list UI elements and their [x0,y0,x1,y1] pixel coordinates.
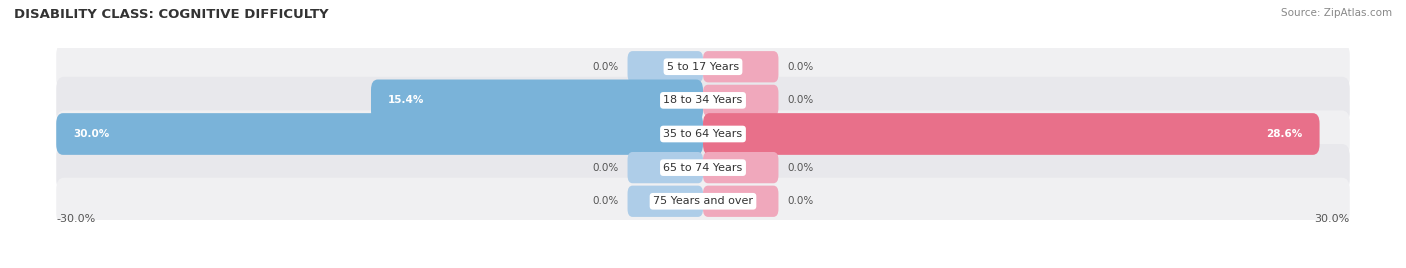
FancyBboxPatch shape [56,77,1350,124]
FancyBboxPatch shape [56,178,1350,225]
Text: DISABILITY CLASS: COGNITIVE DIFFICULTY: DISABILITY CLASS: COGNITIVE DIFFICULTY [14,8,329,21]
Text: 0.0%: 0.0% [593,62,619,72]
Text: 65 to 74 Years: 65 to 74 Years [664,163,742,173]
Text: 30.0%: 30.0% [1315,214,1350,224]
FancyBboxPatch shape [56,43,1350,90]
Text: 30.0%: 30.0% [73,129,110,139]
Text: 28.6%: 28.6% [1265,129,1302,139]
Text: -30.0%: -30.0% [56,214,96,224]
Text: 0.0%: 0.0% [787,196,813,206]
FancyBboxPatch shape [56,144,1350,191]
FancyBboxPatch shape [627,186,703,217]
Text: 0.0%: 0.0% [593,196,619,206]
FancyBboxPatch shape [703,152,779,183]
FancyBboxPatch shape [627,152,703,183]
FancyBboxPatch shape [703,186,779,217]
FancyBboxPatch shape [56,113,703,155]
Text: 35 to 64 Years: 35 to 64 Years [664,129,742,139]
Text: 5 to 17 Years: 5 to 17 Years [666,62,740,72]
Text: Source: ZipAtlas.com: Source: ZipAtlas.com [1281,8,1392,18]
Text: 0.0%: 0.0% [787,163,813,173]
FancyBboxPatch shape [371,80,703,121]
Text: 75 Years and over: 75 Years and over [652,196,754,206]
Text: 0.0%: 0.0% [787,62,813,72]
FancyBboxPatch shape [703,85,779,116]
FancyBboxPatch shape [703,113,1320,155]
FancyBboxPatch shape [703,51,779,82]
Text: 18 to 34 Years: 18 to 34 Years [664,95,742,105]
FancyBboxPatch shape [56,110,1350,158]
Text: 0.0%: 0.0% [593,163,619,173]
FancyBboxPatch shape [627,51,703,82]
Text: 15.4%: 15.4% [388,95,425,105]
Text: 0.0%: 0.0% [787,95,813,105]
